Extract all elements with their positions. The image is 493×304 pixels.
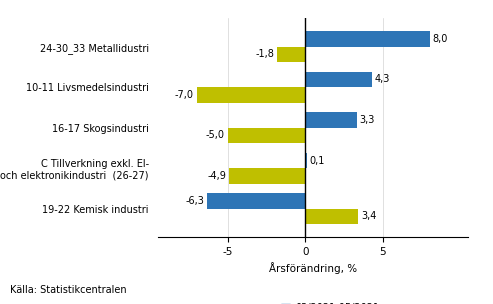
X-axis label: Årsförändring, %: Årsförändring, % <box>269 262 357 274</box>
Text: -5,0: -5,0 <box>206 130 225 140</box>
Text: Källa: Statistikcentralen: Källa: Statistikcentralen <box>10 285 127 295</box>
Bar <box>229 168 305 184</box>
Text: 8,0: 8,0 <box>432 34 448 44</box>
Legend: 03/2021-05/2021, 03/2020-05/2020: 03/2021-05/2021, 03/2020-05/2020 <box>281 303 379 304</box>
Text: -4,9: -4,9 <box>208 171 226 181</box>
Text: 3,3: 3,3 <box>359 115 375 125</box>
Text: 3,4: 3,4 <box>361 212 376 221</box>
Text: 4,3: 4,3 <box>375 74 390 85</box>
Bar <box>305 153 307 168</box>
Bar <box>305 112 356 128</box>
Bar <box>305 209 358 224</box>
Bar <box>305 72 372 87</box>
Bar <box>228 128 305 143</box>
Text: 0,1: 0,1 <box>310 156 325 165</box>
Text: -1,8: -1,8 <box>256 49 275 59</box>
Text: -7,0: -7,0 <box>175 90 194 100</box>
Bar <box>197 87 305 102</box>
Bar <box>208 193 305 209</box>
Bar <box>278 47 305 62</box>
Bar <box>305 31 429 47</box>
Text: -6,3: -6,3 <box>186 196 205 206</box>
